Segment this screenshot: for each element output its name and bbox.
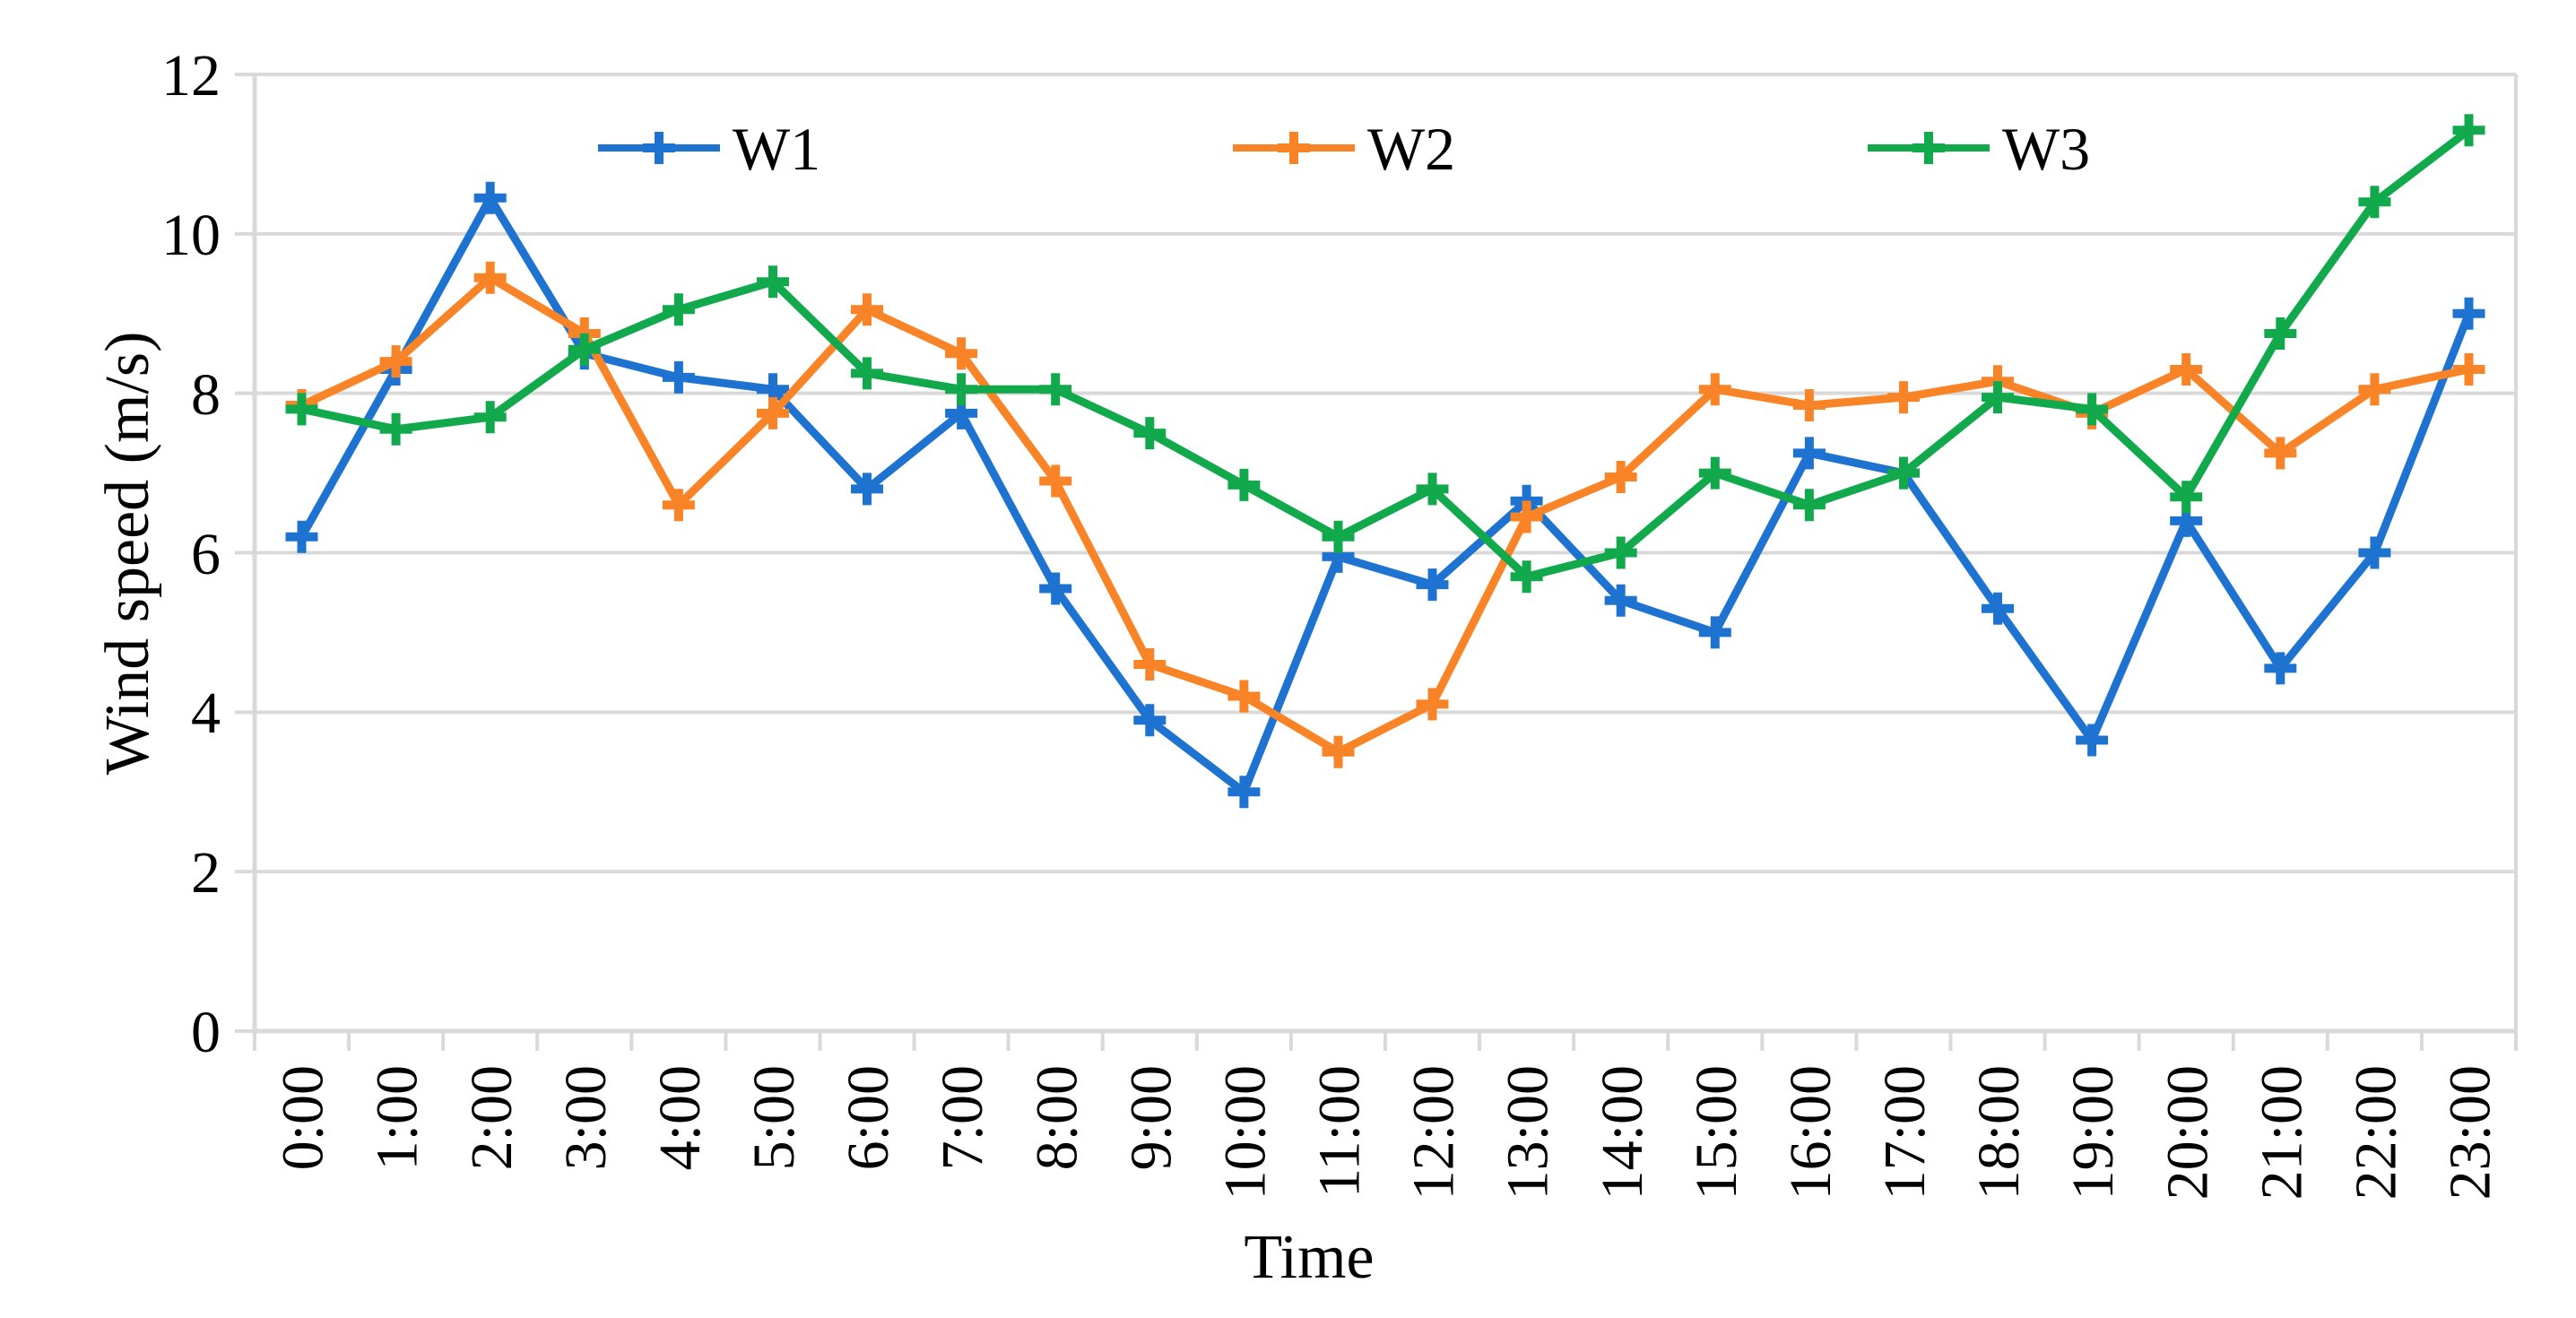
x-tick-label-2:00: 2:00	[459, 1065, 525, 1170]
x-tick-label-23:00: 23:00	[2438, 1065, 2503, 1200]
legend-label-w1: W1	[733, 115, 820, 183]
y-axis-title: Wind speed (m/s)	[93, 332, 162, 776]
legend-W3-marker	[1912, 132, 1945, 164]
legend-W2-marker	[1278, 132, 1310, 164]
x-tick-label-11:00: 11:00	[1307, 1065, 1373, 1198]
y-tick-8: 8	[191, 362, 221, 428]
x-axis-title: Time	[1244, 1223, 1374, 1292]
axes-and-ticks	[235, 73, 2518, 1051]
x-tick-label-22:00: 22:00	[2343, 1065, 2408, 1200]
x-tick-label-7:00: 7:00	[930, 1065, 995, 1170]
x-tick-labels: 0:00 1:00 2:00 3:00 4:00 5:00 6:00 7:00 8:00 9:00…	[271, 1065, 2503, 1200]
x-tick-label-5:00: 5:00	[742, 1065, 807, 1170]
x-tick-label-8:00: 8:00	[1024, 1065, 1089, 1170]
data-series	[285, 114, 2485, 809]
x-tick-label-15:00: 15:00	[1684, 1065, 1749, 1200]
x-tick-label-17:00: 17:00	[1872, 1065, 1938, 1200]
x-tick-label-16:00: 16:00	[1778, 1065, 1843, 1200]
x-tick-label-13:00: 13:00	[1496, 1065, 1561, 1200]
legend-label-w3: W3	[2002, 115, 2090, 183]
legend-symbols	[598, 132, 1990, 164]
y-tick-4: 4	[191, 681, 221, 746]
y-tick-labels: 0 2 4 6 8 10 12	[161, 43, 221, 1065]
y-tick-2: 2	[191, 840, 221, 906]
x-tick-label-21:00: 21:00	[2249, 1065, 2314, 1200]
x-tick-label-3:00: 3:00	[553, 1065, 619, 1170]
x-tick-label-19:00: 19:00	[2060, 1065, 2126, 1200]
legend-label-w2: W2	[1367, 115, 1455, 183]
x-tick-label-9:00: 9:00	[1118, 1065, 1184, 1170]
series-W3-markers	[285, 114, 2485, 594]
series-W1-markers	[285, 181, 2485, 809]
gridlines	[255, 73, 2518, 1031]
x-tick-label-6:00: 6:00	[836, 1065, 901, 1170]
legend-W1-marker	[643, 132, 675, 164]
y-tick-12: 12	[161, 43, 221, 108]
x-tick-label-14:00: 14:00	[1590, 1065, 1655, 1200]
legend: W1 W2 W3	[733, 115, 2090, 183]
y-tick-0: 0	[191, 1000, 221, 1065]
y-tick-6: 6	[191, 522, 221, 587]
series-W1-line	[298, 194, 2473, 796]
y-tick-10: 10	[161, 203, 221, 268]
x-tick-label-20:00: 20:00	[2155, 1065, 2220, 1200]
x-tick-label-12:00: 12:00	[1401, 1065, 1467, 1200]
x-tick-label-0:00: 0:00	[271, 1065, 336, 1170]
series-W3-line	[298, 126, 2473, 581]
x-tick-label-1:00: 1:00	[365, 1065, 430, 1170]
x-tick-label-18:00: 18:00	[1966, 1065, 2032, 1200]
x-tick-label-4:00: 4:00	[647, 1065, 713, 1170]
x-tick-label-10:00: 10:00	[1212, 1065, 1278, 1200]
